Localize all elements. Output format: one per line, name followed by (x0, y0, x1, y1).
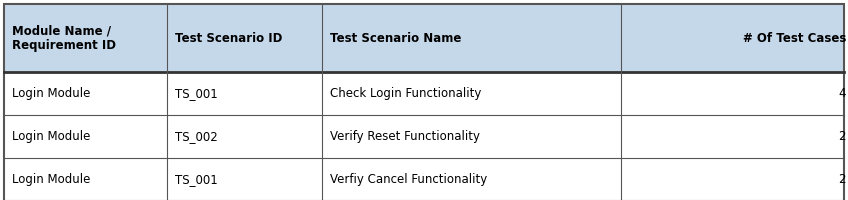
Text: TS_001: TS_001 (175, 173, 218, 186)
Text: 4: 4 (839, 87, 846, 100)
Bar (4, 4, 844, 72)
Text: Verfiy Cancel Functionality: Verfiy Cancel Functionality (330, 173, 488, 186)
Text: TS_001: TS_001 (175, 87, 218, 100)
Bar (4, 72, 844, 115)
Text: Login Module: Login Module (12, 173, 91, 186)
Text: Test Scenario ID: Test Scenario ID (175, 31, 282, 45)
Text: Verify Reset Functionality: Verify Reset Functionality (330, 130, 480, 143)
Text: Check Login Functionality: Check Login Functionality (330, 87, 482, 100)
Bar (4, 115, 844, 158)
Text: # Of Test Cases: # Of Test Cases (743, 31, 846, 45)
Text: Login Module: Login Module (12, 130, 91, 143)
Text: 2: 2 (839, 130, 846, 143)
Bar (4, 158, 844, 200)
Text: 2: 2 (839, 173, 846, 186)
Text: Login Module: Login Module (12, 87, 91, 100)
Text: TS_002: TS_002 (175, 130, 218, 143)
Text: Module Name /
Requirement ID: Module Name / Requirement ID (12, 24, 116, 52)
Text: Test Scenario Name: Test Scenario Name (330, 31, 461, 45)
